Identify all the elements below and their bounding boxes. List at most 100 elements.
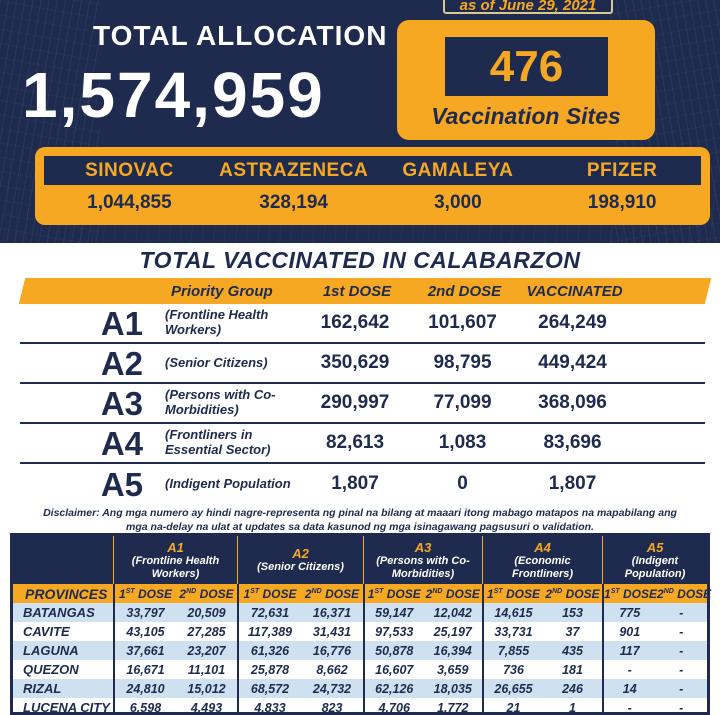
priority-code: A5: [100, 465, 143, 503]
value-cell: 20,509: [187, 605, 226, 620]
province-name: QUEZON: [23, 662, 79, 677]
value-cell: 901: [619, 624, 641, 639]
dose1-header: 1ST DOSE: [243, 586, 297, 601]
priority-row-a1: A1 (Frontline Health Workers) 162,642 10…: [20, 304, 705, 344]
value-cell: 24,810: [126, 681, 165, 696]
priority-code: A3: [100, 384, 143, 422]
dose1-value: 82,613: [325, 432, 385, 453]
priority-desc: (Persons with Co-Morbidities): [165, 387, 276, 417]
value-cell: 12,042: [433, 605, 472, 620]
value-cell: 15,012: [187, 681, 226, 696]
dose2-header: 2ND DOSE: [425, 586, 480, 601]
value-cell: 117: [619, 643, 640, 658]
vaccine-allocation-bar: SINOVAC ASTRAZENECA GAMALEYA PFIZER 1,04…: [35, 147, 710, 225]
dose1-value: 1,807: [331, 473, 379, 494]
value-cell: 31,431: [312, 624, 352, 639]
province-name: RIZAL: [23, 681, 62, 696]
value-cell: 4,833: [254, 700, 286, 715]
value-cell: 21: [506, 700, 521, 715]
priority-row-a4: A4 (Frontliners in Essential Sector) 82,…: [20, 424, 705, 464]
vaccine-allocation: 1,044,855: [87, 192, 172, 213]
value-cell: 37: [565, 624, 580, 639]
value-cell: -: [679, 643, 684, 658]
vaccine-allocation: 3,000: [434, 192, 482, 213]
province-name: CAVITE: [23, 624, 70, 639]
province-table: A1 (Frontline Health Workers) A2 (Senior…: [10, 533, 711, 715]
vaccinated-value: 1,807: [548, 473, 597, 494]
value-cell: 775: [619, 605, 641, 620]
value-cell: 4,493: [190, 700, 223, 715]
value-cell: 43,105: [126, 624, 165, 639]
group-header-a1: A1 (Frontline Health Workers): [113, 536, 237, 584]
priority-table-header: Priority Group 1st DOSE 2nd DOSE VACCINA…: [18, 278, 712, 304]
dose1-header: 1ST DOSE: [119, 586, 172, 601]
group-desc: (Frontline Health Workers): [131, 554, 220, 580]
value-cell: 50,878: [375, 643, 414, 658]
value-cell: 153: [562, 605, 583, 620]
value-cell: 61,326: [250, 643, 290, 658]
value-cell: 14: [622, 681, 637, 696]
group-code: A4: [534, 539, 551, 555]
vaccine-brand-header: SINOVAC ASTRAZENECA GAMALEYA PFIZER: [44, 156, 701, 185]
value-cell: 27,285: [187, 624, 226, 639]
value-cell: 823: [321, 700, 343, 715]
value-cell: -: [627, 700, 632, 715]
dose2-header: 2ND DOSE: [304, 586, 360, 601]
value-cell: -: [679, 605, 684, 620]
value-cell: 11,101: [187, 662, 226, 677]
priority-row-a2: A2 (Senior Citizens) 350,629 98,795 449,…: [20, 344, 705, 384]
group-header-a5: A5 (Indigent Population): [602, 536, 707, 584]
province-row-rizal: RIZAL 24,810 15,012 68,572 24,732 62,126 18…: [13, 679, 707, 698]
value-cell: 246: [562, 681, 583, 696]
vaccination-sites-count-box: 476: [445, 37, 608, 96]
value-cell: 14,615: [494, 605, 533, 620]
disclaimer-text: Disclaimer: Ang mga numero ay hindi nagr…: [43, 507, 677, 534]
dose2-value: 98,795: [433, 352, 492, 373]
vaccination-sites-card: 476 Vaccination Sites: [397, 20, 655, 140]
priority-desc: (Indigent Population: [165, 475, 291, 491]
vaccine-brand: GAMALEYA: [402, 159, 514, 181]
value-cell: 7,855: [497, 643, 530, 658]
province-row-lucena-city: LUCENA CITY 6,598 4,493 4,833 823 4,706 1,7…: [13, 698, 707, 715]
group-desc: (Persons with Co-Morbidities): [376, 554, 470, 580]
priority-code: A4: [100, 424, 143, 462]
vaccinated-value: 83,696: [543, 432, 602, 453]
value-cell: 736: [503, 662, 524, 677]
value-cell: -: [679, 624, 684, 639]
dose1-header: 1ST DOSE: [604, 586, 657, 601]
vaccinated-value: 264,249: [538, 312, 607, 333]
dose1-value: 290,997: [320, 392, 390, 413]
dose-header-a1: 1ST DOSE 2ND DOSE: [113, 584, 237, 603]
province-name: LAGUNA: [23, 643, 79, 658]
province-table-group-header: A1 (Frontline Health Workers) A2 (Senior…: [13, 536, 707, 584]
dose2-value: 101,607: [428, 312, 497, 333]
province-row-batangas: BATANGAS 33,797 20,509 72,631 16,371 59,14…: [13, 603, 707, 622]
value-cell: 59,147: [375, 605, 414, 620]
col-header-dose1: 1st DOSE: [322, 282, 392, 300]
value-cell: 33,731: [494, 624, 533, 639]
value-cell: 16,371: [312, 605, 352, 620]
dose-header-a2: 1ST DOSE 2ND DOSE: [237, 584, 363, 603]
priority-code: A2: [100, 344, 143, 382]
province-row-laguna: LAGUNA 37,661 23,207 61,326 16,776 50,878 1…: [13, 641, 707, 660]
value-cell: 16,776: [312, 643, 352, 658]
dose-header-a3: 1ST DOSE 2ND DOSE: [363, 584, 482, 603]
provinces-header: PROVINCES: [25, 585, 108, 602]
group-header-a4: A4 (Economic Frontliners): [482, 536, 602, 584]
vaccinated-value: 449,424: [538, 352, 607, 373]
province-table-dose-header: PROVINCES 1ST DOSE 2ND DOSE 1ST DOSE 2ND…: [13, 584, 711, 603]
value-cell: 26,655: [494, 681, 533, 696]
priority-desc: (Frontline Health Workers): [165, 307, 269, 337]
priority-desc: (Frontliners in Essential Sector): [165, 427, 271, 457]
dose-header-a5: 1ST DOSE 2ND DOSE: [602, 584, 711, 603]
province-row-quezon: QUEZON 16,671 11,101 25,878 8,662 16,607 3,…: [13, 660, 707, 679]
value-cell: 16,394: [433, 643, 472, 658]
value-cell: 16,607: [375, 662, 414, 677]
group-header-a2: A2 (Senior Citizens): [237, 536, 363, 584]
vaccine-allocation: 198,910: [587, 192, 657, 213]
priority-table-body: A1 (Frontline Health Workers) 162,642 10…: [20, 304, 705, 504]
province-name: BATANGAS: [23, 605, 95, 620]
vaccine-brand: ASTRAZENECA: [219, 159, 369, 181]
value-cell: 68,572: [250, 681, 290, 696]
